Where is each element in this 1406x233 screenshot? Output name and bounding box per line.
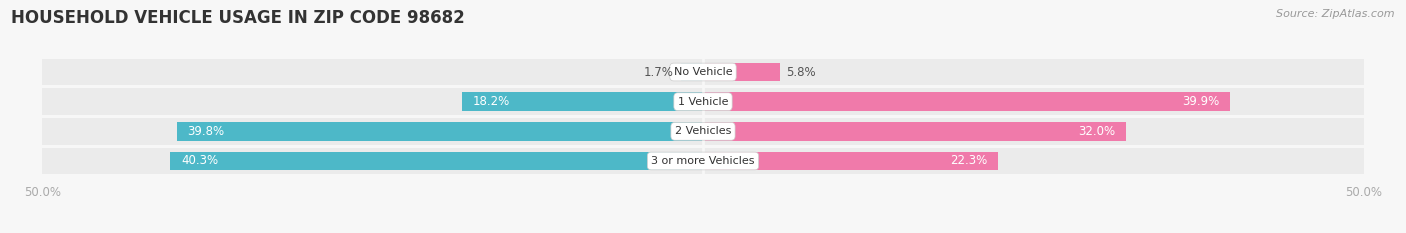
Bar: [463, 93, 703, 111]
Bar: [42, 118, 1364, 145]
Bar: [703, 93, 1230, 111]
Text: 1.7%: 1.7%: [644, 65, 673, 79]
Text: 2 Vehicles: 2 Vehicles: [675, 126, 731, 136]
Text: 39.8%: 39.8%: [187, 125, 225, 138]
Text: 40.3%: 40.3%: [181, 154, 218, 168]
Bar: [170, 152, 703, 170]
Bar: [42, 88, 1364, 115]
Bar: [703, 152, 998, 170]
Text: 18.2%: 18.2%: [472, 95, 510, 108]
Bar: [177, 122, 703, 140]
Text: 32.0%: 32.0%: [1078, 125, 1115, 138]
Bar: [703, 63, 780, 81]
Text: 3 or more Vehicles: 3 or more Vehicles: [651, 156, 755, 166]
Bar: [42, 59, 1364, 85]
Text: HOUSEHOLD VEHICLE USAGE IN ZIP CODE 98682: HOUSEHOLD VEHICLE USAGE IN ZIP CODE 9868…: [11, 9, 465, 27]
Bar: [681, 63, 703, 81]
Text: 1 Vehicle: 1 Vehicle: [678, 97, 728, 107]
Text: Source: ZipAtlas.com: Source: ZipAtlas.com: [1277, 9, 1395, 19]
Bar: [42, 148, 1364, 174]
Text: No Vehicle: No Vehicle: [673, 67, 733, 77]
Bar: [703, 122, 1126, 140]
Text: 22.3%: 22.3%: [950, 154, 987, 168]
Text: 5.8%: 5.8%: [786, 65, 815, 79]
Text: 39.9%: 39.9%: [1182, 95, 1220, 108]
